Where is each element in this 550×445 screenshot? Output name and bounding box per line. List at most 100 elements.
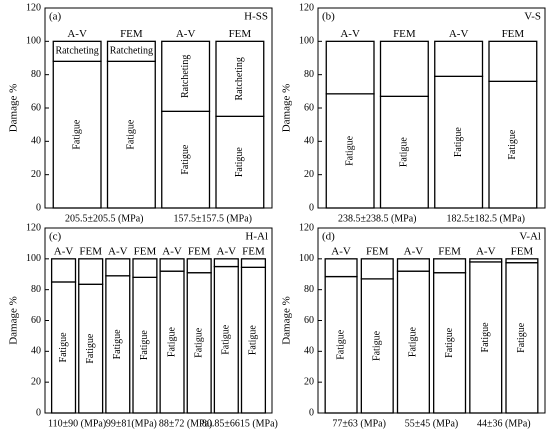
segment-label: Ratcheting <box>110 46 153 57</box>
y-tick-label: 120 <box>26 222 41 233</box>
bar-segment <box>106 60 156 209</box>
y-tick-label: 0 <box>309 407 314 418</box>
bar-label: A-V <box>476 245 496 257</box>
y-tick-label: 80 <box>304 284 314 295</box>
group-label: 80.85±6615 (MPa) <box>202 418 278 429</box>
segment-label: Fatigue <box>507 129 518 160</box>
segment-label: Fatigue <box>344 135 355 166</box>
bar-segment <box>488 40 538 82</box>
bar-segment <box>52 40 102 62</box>
bar-segment <box>324 258 358 278</box>
segment-label: Fatigue <box>180 144 191 175</box>
bar-segment <box>469 261 503 414</box>
y-tick-label: 20 <box>31 376 41 387</box>
bar-segment <box>488 80 538 209</box>
group-label: 44±36 (MPa) <box>477 418 531 429</box>
y-tick-label: 120 <box>299 222 314 233</box>
group-label: 205.5±205.5 (MPa) <box>65 213 144 224</box>
bar-segment <box>186 258 212 274</box>
bar-label: FEM <box>502 28 525 40</box>
group-label: 110±90 (MPa) <box>48 418 106 429</box>
bar-segment <box>505 258 539 264</box>
y-tick-label: 60 <box>304 102 314 113</box>
bar-segment <box>161 40 211 112</box>
bar-label: FEM <box>242 245 265 257</box>
panel-tag: V-Al <box>519 231 541 243</box>
bar-segment <box>213 258 239 268</box>
bar-label: A-V <box>404 245 424 257</box>
group-label: 238.5±238.5 (MPa) <box>338 213 417 224</box>
y-tick-label: 20 <box>304 376 314 387</box>
bar-segment <box>159 258 185 272</box>
y-tick-label: 60 <box>31 102 41 113</box>
segment-label: Fatigue <box>372 330 383 361</box>
segment-label: Fatigue <box>399 137 410 168</box>
bar-segment <box>433 272 467 414</box>
panel-label: (c) <box>49 231 62 243</box>
bar-segment <box>434 40 484 77</box>
bar-label: FEM <box>134 245 157 257</box>
bar-label: A-V <box>331 245 351 257</box>
panel: 0 20 40 60 80 100 120 Damage % (c) H-Al Fatigue A-V… <box>8 222 278 429</box>
panel: 0 20 40 60 80 100 120 Damage % (d) V-Al Fatigue A-V… <box>281 222 546 429</box>
bar-label: FEM <box>120 28 143 40</box>
segment-label: Ratcheting <box>234 57 245 100</box>
bar-segment <box>360 258 394 280</box>
bar-segment <box>360 278 394 414</box>
bar-segment <box>434 75 484 209</box>
panel-label: (a) <box>49 11 62 23</box>
bar-segment <box>161 110 211 209</box>
y-tick-label: 20 <box>304 169 314 180</box>
bar-label: FEM <box>438 245 461 257</box>
bar-segment <box>106 40 156 62</box>
bar-label: FEM <box>229 28 252 40</box>
group-label: 157.5±157.5 (MPa) <box>173 213 252 224</box>
segment-label: Fatigue <box>335 329 346 360</box>
bar-label: A-V <box>340 28 360 40</box>
segment-label: Fatigue <box>193 327 204 358</box>
panel-tag: H-SS <box>244 11 268 23</box>
panel: 0 20 40 60 80 100 120 Damage % (b) V-S Fatigue A-V F… <box>281 2 546 224</box>
y-tick-label: 80 <box>31 284 41 295</box>
y-axis-title: Damage % <box>281 296 293 345</box>
segment-label: Fatigue <box>444 327 455 358</box>
group-label: 182.5±182.5 (MPa) <box>446 213 525 224</box>
y-tick-label: 40 <box>31 346 41 357</box>
segment-label: Ratcheting <box>180 55 191 98</box>
bar-label: A-V <box>449 28 469 40</box>
bar-segment <box>52 60 102 209</box>
segment-label: Fatigue <box>126 119 137 150</box>
group-label: 88±72 (MPa) <box>159 418 213 429</box>
bar-label: A-V <box>67 28 87 40</box>
y-tick-label: 100 <box>26 253 41 264</box>
y-tick-label: 120 <box>299 2 314 13</box>
y-tick-label: 100 <box>299 253 314 264</box>
segment-label: Fatigue <box>453 127 464 158</box>
y-axis-title: Damage % <box>8 296 20 345</box>
bar-label: A-V <box>176 28 196 40</box>
bar-segment <box>379 40 429 97</box>
y-tick-label: 40 <box>31 136 41 147</box>
group-label: 77±63 (MPa) <box>332 418 386 429</box>
bar-label: A-V <box>108 245 128 257</box>
y-tick-label: 0 <box>309 202 314 213</box>
segment-label: Fatigue <box>139 330 150 361</box>
y-tick-label: 100 <box>299 36 314 47</box>
segment-label: Fatigue <box>480 322 491 353</box>
y-tick-label: 60 <box>304 315 314 326</box>
y-tick-label: 40 <box>304 346 314 357</box>
y-axis-title: Damage % <box>281 84 293 133</box>
y-tick-label: 0 <box>36 407 41 418</box>
bar-segment <box>240 258 267 268</box>
bar-segment <box>396 258 430 272</box>
bar-segment <box>132 258 158 278</box>
y-tick-label: 80 <box>304 69 314 80</box>
bar-segment <box>469 258 503 263</box>
segment-label: Fatigue <box>112 329 123 360</box>
panel-label: (b) <box>322 11 335 23</box>
y-tick-label: 100 <box>26 36 41 47</box>
bar-segment <box>215 115 265 209</box>
panel-label: (d) <box>322 231 335 243</box>
bar-segment <box>50 258 77 283</box>
